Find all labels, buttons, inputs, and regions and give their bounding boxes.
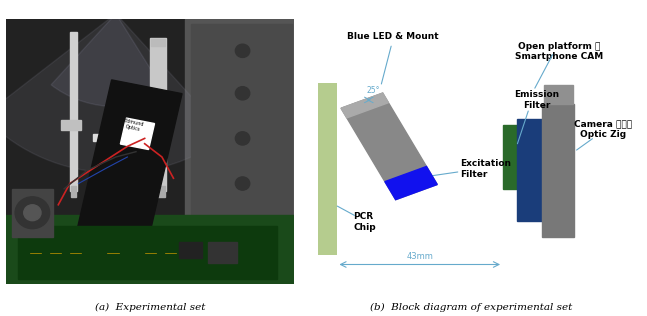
Bar [120,118,155,149]
Text: Camera 고정용
Optic Zig: Camera 고정용 Optic Zig [574,119,632,139]
Bar [71,186,76,197]
Bar [179,242,203,258]
Circle shape [15,197,50,229]
Bar [61,120,82,131]
Circle shape [236,219,250,233]
Bar [385,167,437,200]
Bar [151,39,166,46]
Bar [318,83,336,255]
Bar [191,24,292,279]
Bar [76,80,182,249]
Wedge shape [0,14,227,173]
Wedge shape [51,14,166,106]
Text: (b)  Block diagram of experimental set: (b) Block diagram of experimental set [369,303,572,312]
Text: Excitation
Filter: Excitation Filter [461,159,512,179]
Bar [6,19,294,245]
Circle shape [236,132,250,145]
Text: Emission
Filter: Emission Filter [514,90,560,110]
Bar [543,85,573,104]
Bar [341,93,388,118]
Bar [12,189,52,237]
Bar [542,104,575,237]
Bar [6,216,294,284]
Circle shape [236,177,250,190]
Text: PCR
Chip: PCR Chip [353,212,376,232]
Text: Blue LED & Mount: Blue LED & Mount [347,32,439,84]
Circle shape [236,87,250,100]
Text: Edmund
Optics: Edmund Optics [122,118,144,132]
Bar [18,226,277,279]
Text: (a)  Experimental set: (a) Experimental set [95,303,206,312]
Circle shape [24,205,41,221]
Bar [152,186,165,197]
Bar [208,242,237,263]
Bar [503,125,516,189]
Bar [185,19,294,284]
Bar [70,32,77,191]
Text: 25°: 25° [366,86,380,94]
Bar [150,38,166,191]
Text: Open platform 용
Smartphone CAM: Open platform 용 Smartphone CAM [515,41,603,61]
Circle shape [236,44,250,58]
Bar [93,134,145,141]
Bar [341,93,437,200]
Bar [516,118,542,221]
Text: 43mm: 43mm [406,252,433,260]
